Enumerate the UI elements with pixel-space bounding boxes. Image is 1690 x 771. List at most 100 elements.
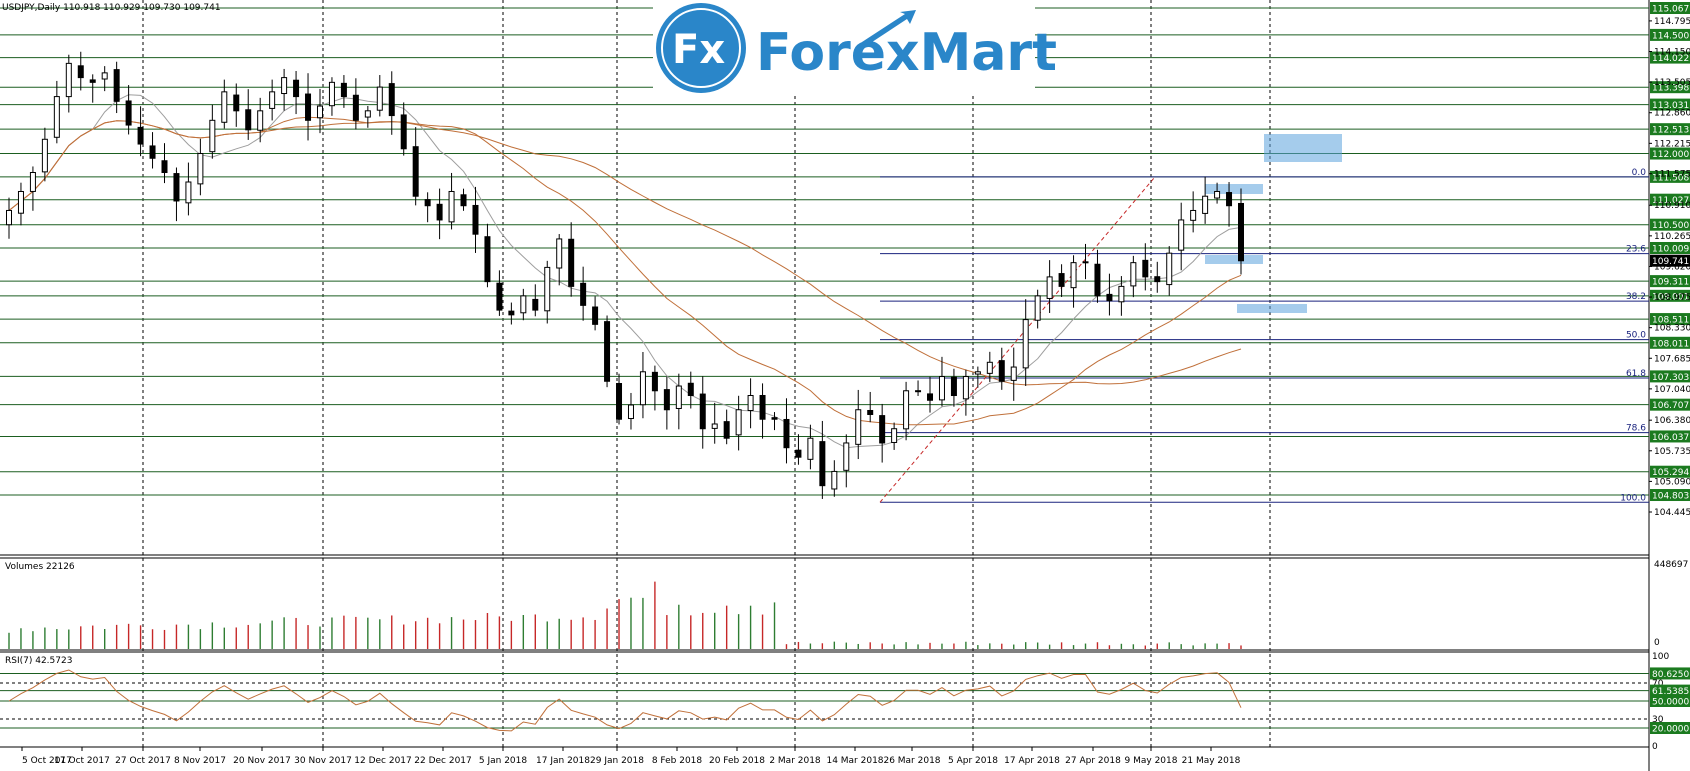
price-zone bbox=[1237, 304, 1307, 313]
date-tick-label: 21 May 2018 bbox=[1182, 756, 1241, 766]
level-badge bbox=[1650, 28, 1690, 41]
rsi-level-badge bbox=[1650, 695, 1690, 707]
candle-bear bbox=[305, 93, 312, 121]
candle-bear bbox=[532, 298, 539, 311]
candle-bear bbox=[388, 83, 395, 117]
logo-brand-text: ForexMart bbox=[756, 23, 1057, 83]
date-tick-label: 17 Oct 2017 bbox=[54, 756, 110, 766]
candle-bear bbox=[424, 199, 431, 207]
date-tick-label: 12 Dec 2017 bbox=[354, 756, 412, 766]
date-tick-label: 2 Mar 2018 bbox=[769, 756, 821, 766]
candle-bull bbox=[29, 172, 36, 192]
candle-bull bbox=[1118, 285, 1125, 303]
rsi-level-badge bbox=[1650, 722, 1690, 734]
date-tick-label: 9 May 2018 bbox=[1125, 756, 1178, 766]
candle-bear bbox=[723, 421, 730, 439]
candlesticks bbox=[6, 51, 1244, 499]
candle-bull bbox=[747, 395, 754, 412]
vertical-gridlines bbox=[142, 0, 1271, 747]
level-badge bbox=[1650, 98, 1690, 111]
candle-bull bbox=[269, 91, 276, 109]
candle-bear bbox=[771, 417, 778, 420]
candle-bull bbox=[639, 371, 646, 406]
level-badge bbox=[1650, 123, 1690, 136]
fib-level-label: 0.0 bbox=[1632, 168, 1647, 178]
rsi-axis-tick: 70 bbox=[1652, 679, 1664, 689]
candle-bull bbox=[711, 423, 718, 429]
level-badge bbox=[1650, 147, 1690, 160]
level-badge bbox=[1650, 370, 1690, 383]
candle-bull bbox=[376, 86, 383, 111]
candle-bear bbox=[867, 409, 874, 415]
candle-bear bbox=[113, 69, 120, 102]
candle-bull bbox=[101, 72, 108, 80]
price-zone bbox=[1205, 184, 1263, 194]
candle-bull bbox=[316, 105, 323, 119]
candle-bull bbox=[448, 190, 455, 223]
candle-bear bbox=[819, 441, 826, 487]
candle-bear bbox=[137, 126, 144, 145]
level-label: 110.500 bbox=[1652, 221, 1689, 231]
candle-bear bbox=[1082, 261, 1089, 264]
candle-bear bbox=[436, 203, 443, 221]
candle-bull bbox=[185, 181, 192, 204]
rsi-level-label: 80.6250 bbox=[1652, 670, 1689, 680]
candle-bull bbox=[65, 62, 72, 98]
candle-bear bbox=[352, 94, 359, 121]
candle-bear bbox=[1106, 293, 1113, 302]
candle-bear bbox=[663, 389, 670, 411]
price-tick-label: 111.575 bbox=[1654, 170, 1690, 180]
candle-bear bbox=[161, 160, 168, 174]
level-badge bbox=[1650, 289, 1690, 302]
candle-bear bbox=[149, 145, 156, 159]
candle-bear bbox=[604, 321, 611, 382]
price-tick-label: 107.685 bbox=[1654, 354, 1690, 364]
candle-bull bbox=[1130, 262, 1137, 287]
candle-bear bbox=[568, 238, 575, 287]
level-label: 108.511 bbox=[1652, 316, 1689, 326]
date-tick-label: 30 Nov 2017 bbox=[294, 756, 352, 766]
date-tick-label: 5 Jan 2018 bbox=[479, 756, 527, 766]
candle-bear bbox=[508, 310, 515, 316]
volume-bars bbox=[8, 581, 1242, 649]
candle-bear bbox=[1094, 263, 1101, 297]
candle-bear bbox=[400, 114, 407, 150]
level-label: 108.011 bbox=[1652, 339, 1689, 349]
candle-bear bbox=[293, 79, 300, 98]
candle-bear bbox=[950, 376, 957, 397]
date-tick-label: 17 Jan 2018 bbox=[536, 756, 590, 766]
fib-level-label: 50.0 bbox=[1626, 331, 1646, 341]
candle-bull bbox=[328, 81, 335, 107]
candle-bear bbox=[998, 360, 1005, 382]
level-label: 110.009 bbox=[1652, 244, 1689, 254]
level-badge bbox=[1650, 430, 1690, 443]
candle-bear bbox=[687, 382, 694, 397]
candle-bull bbox=[281, 77, 288, 95]
candle-bear bbox=[759, 394, 766, 420]
candle-bull bbox=[364, 110, 371, 118]
date-tick-label: 20 Feb 2018 bbox=[709, 756, 765, 766]
level-label: 107.303 bbox=[1652, 373, 1689, 383]
level-badge bbox=[1650, 275, 1690, 288]
rsi-level-label: 50.0000 bbox=[1652, 698, 1689, 708]
candle-bear bbox=[580, 282, 587, 306]
candle-bull bbox=[41, 138, 48, 173]
level-label: 114.022 bbox=[1652, 54, 1689, 64]
volume-axis-max: 448697 bbox=[1654, 560, 1688, 570]
candle-bull bbox=[1070, 262, 1077, 289]
candle-bull bbox=[221, 91, 228, 123]
date-tick-label: 5 Oct 2017 bbox=[22, 756, 72, 766]
candle-bull bbox=[544, 266, 551, 312]
date-tick-label: 29 Jan 2018 bbox=[590, 756, 644, 766]
level-label: 113.031 bbox=[1652, 101, 1689, 111]
plot-background bbox=[0, 0, 1650, 771]
level-badge bbox=[1650, 51, 1690, 64]
level-label: 106.037 bbox=[1652, 433, 1689, 443]
candle-bear bbox=[879, 415, 886, 444]
logo-arrow-icon bbox=[862, 10, 916, 46]
candle-bear bbox=[233, 94, 240, 112]
